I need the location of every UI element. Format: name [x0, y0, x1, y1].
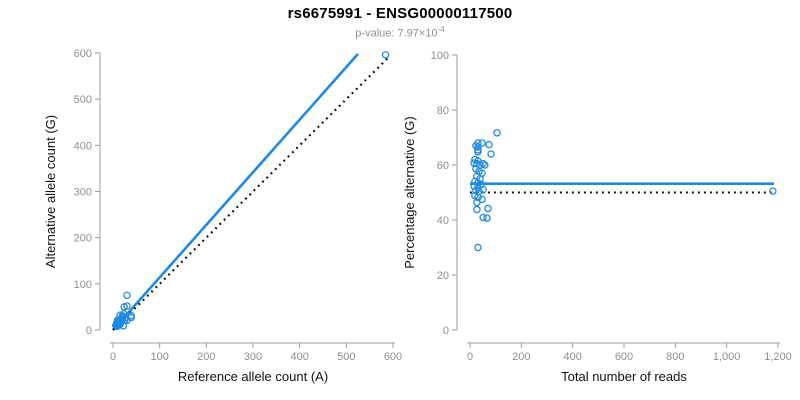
y-tick-label: 300	[74, 187, 92, 199]
data-point	[479, 185, 487, 194]
data-point	[483, 214, 491, 222]
data-point	[478, 139, 486, 147]
y-tick-label: 40	[437, 215, 449, 227]
y-tick-label: 20	[437, 270, 449, 282]
x-tick-label: 400	[563, 351, 581, 363]
left-panel: 0 100 200 300 400 500 600 0 100 200 300 400 500 600 Re…	[43, 48, 402, 384]
p-value-text: p-value: 7.97×10	[355, 27, 438, 40]
x-tick-label: 200	[197, 351, 215, 363]
data-point	[472, 186, 480, 195]
x-tick-label: 400	[290, 351, 308, 363]
x-axis-title: Reference allele count (A)	[178, 369, 328, 384]
data-point	[473, 205, 481, 214]
x-tick-label: 600	[615, 351, 633, 363]
x-tick-label: 1,200	[764, 351, 792, 363]
y-axis-title: Percentage alternative (G)	[402, 116, 417, 268]
p-value-exponent: -4	[437, 25, 445, 34]
right-panel: 0 20 40 60 80 100 0 200 400 600 800 1,000 1,200 Total…	[402, 50, 792, 384]
data-point	[473, 198, 481, 207]
data-point	[474, 243, 482, 252]
data-point	[481, 161, 489, 169]
data-point	[479, 159, 487, 168]
y-tick-label: 600	[74, 48, 92, 60]
data-point	[487, 150, 495, 158]
x-tick-label: 600	[384, 351, 402, 363]
data-point	[474, 193, 482, 202]
plot-title: rs6675991 - ENSG00000117500	[287, 5, 513, 22]
data-point	[123, 302, 131, 310]
x-tick-label: 0	[467, 351, 473, 363]
fit-line	[112, 53, 359, 331]
y-tick-label: 500	[74, 94, 92, 106]
x-tick-label: 1,000	[713, 351, 741, 363]
data-point	[484, 204, 492, 213]
y-tick-label: 200	[74, 233, 92, 245]
y-tick-label: 80	[437, 105, 449, 117]
data-point	[474, 143, 482, 151]
y-tick-label: 0	[86, 325, 92, 337]
x-tick-label: 500	[337, 351, 355, 363]
data-point	[479, 213, 487, 222]
data-point	[493, 129, 501, 137]
y-tick-label: 400	[74, 140, 92, 152]
data-point	[119, 322, 128, 330]
y-tick-label: 100	[431, 50, 449, 62]
data-point	[485, 140, 493, 149]
x-tick-label: 200	[512, 351, 530, 363]
identity-line	[112, 55, 391, 331]
y-tick-label: 60	[437, 160, 449, 172]
x-axis-title: Total number of reads	[561, 369, 687, 384]
data-point	[381, 51, 390, 59]
data-point	[123, 291, 131, 300]
data-point	[127, 313, 135, 322]
y-tick-label: 100	[74, 279, 92, 291]
x-tick-label: 300	[244, 351, 262, 363]
x-tick-label: 800	[666, 351, 684, 363]
x-tick-label: 0	[110, 351, 116, 363]
data-point	[769, 187, 777, 195]
y-axis-title: Alternative allele count (G)	[43, 115, 58, 268]
plot-subtitle: p-value: 7.97×10-4	[0, 25, 800, 40]
x-tick-label: 100	[150, 351, 168, 363]
y-tick-label: 0	[443, 325, 449, 337]
data-point	[474, 148, 482, 156]
data-point	[470, 182, 478, 190]
